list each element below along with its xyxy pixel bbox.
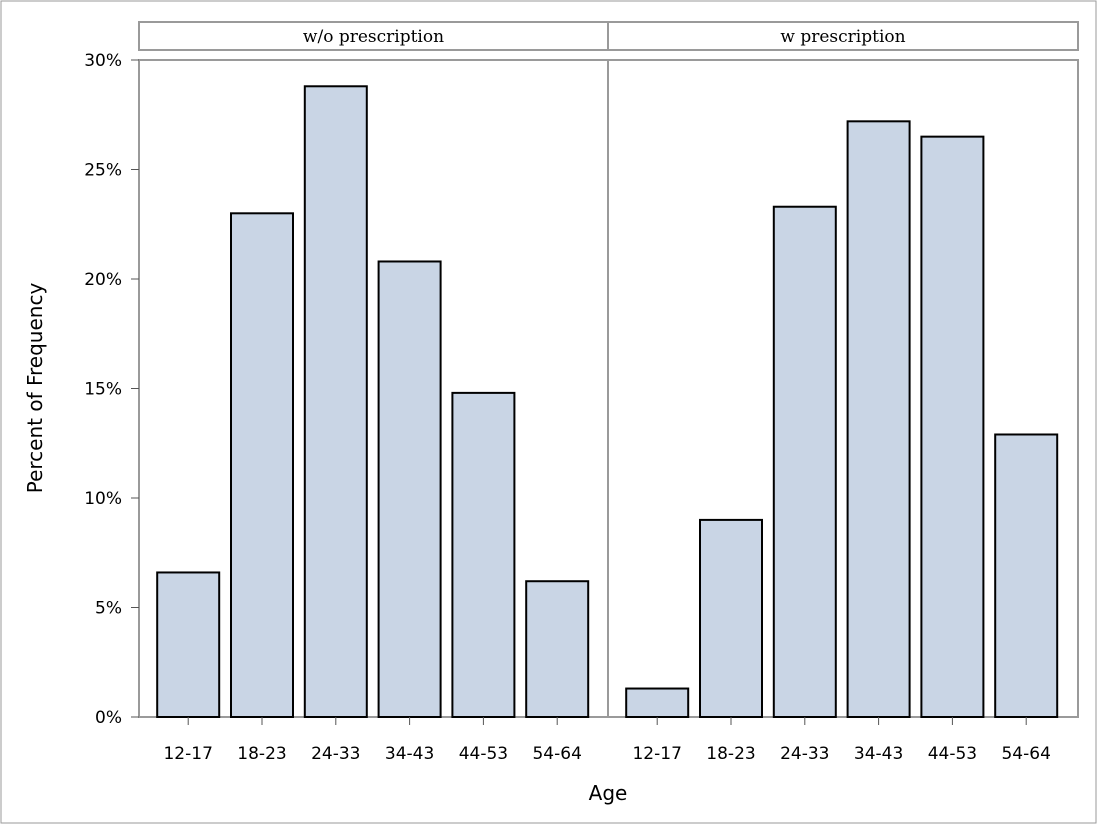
bar (377, 260, 442, 718)
bar (699, 518, 763, 719)
x-tick-label: 18-23 (237, 744, 286, 764)
x-tick-label: 18-23 (706, 744, 755, 764)
bar (230, 212, 294, 719)
bar (303, 85, 368, 718)
bar (625, 687, 690, 719)
y-axis: 0% 5% 10% 15% 20% 25% 30% (84, 51, 139, 728)
panel-2: w prescription 12-17 18-23 24-33 34-43 44-53 5… (607, 21, 1079, 764)
x-tick-label: 24-33 (780, 744, 829, 764)
x-tick-label: 44-53 (459, 744, 508, 764)
x-tick-label: 24-33 (311, 744, 360, 764)
x-tick-label: 12-17 (632, 744, 681, 764)
bar (994, 433, 1059, 718)
panel-header (138, 21, 609, 51)
x-tick-label: 12-17 (163, 744, 212, 764)
panel-title: w/o prescription (303, 27, 444, 47)
y-tick-label: 15% (84, 380, 122, 400)
bar (156, 571, 221, 719)
panel-title: w prescription (780, 27, 905, 47)
bar (920, 135, 985, 718)
bar (846, 120, 911, 718)
panel-frame (607, 59, 1079, 718)
x-tick-label: 44-53 (928, 744, 977, 764)
y-axis-title: Percent of Frequency (23, 283, 47, 494)
panel-1: w/o prescription 12-17 18-23 24-33 34-43 44-5… (138, 21, 609, 764)
bar (451, 391, 516, 718)
y-tick-label: 5% (95, 599, 122, 619)
x-tick-label: 34-43 (385, 744, 434, 764)
y-tick-label: 30% (84, 51, 122, 71)
y-tick-label: 10% (84, 489, 122, 509)
x-axis-title: Age (589, 781, 628, 805)
y-tick-label: 20% (84, 270, 122, 290)
x-tick-label: 34-43 (854, 744, 903, 764)
panels: w/o prescription 12-17 18-23 24-33 34-43 44-5… (138, 21, 1079, 764)
bar (772, 205, 837, 718)
y-tick-label: 25% (84, 161, 122, 181)
bar (525, 580, 590, 718)
panel-header (607, 21, 1079, 51)
y-tick-label: 0% (95, 708, 122, 728)
x-tick-label: 54-64 (1001, 744, 1050, 764)
x-tick-label: 54-64 (532, 744, 581, 764)
